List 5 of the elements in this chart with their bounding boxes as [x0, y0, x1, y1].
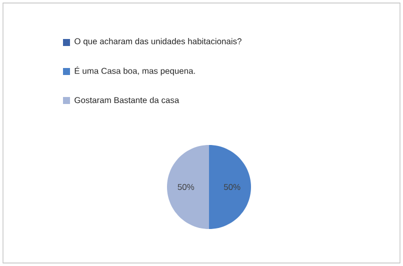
legend-label: Gostaram Bastante da casa [74, 96, 180, 104]
legend-label: O que acharam das unidades habitacionais? [74, 38, 242, 46]
legend-label: É uma Casa boa, mas pequena. [74, 66, 195, 76]
data-label: 50% [224, 184, 240, 190]
data-label: 50% [178, 184, 194, 190]
